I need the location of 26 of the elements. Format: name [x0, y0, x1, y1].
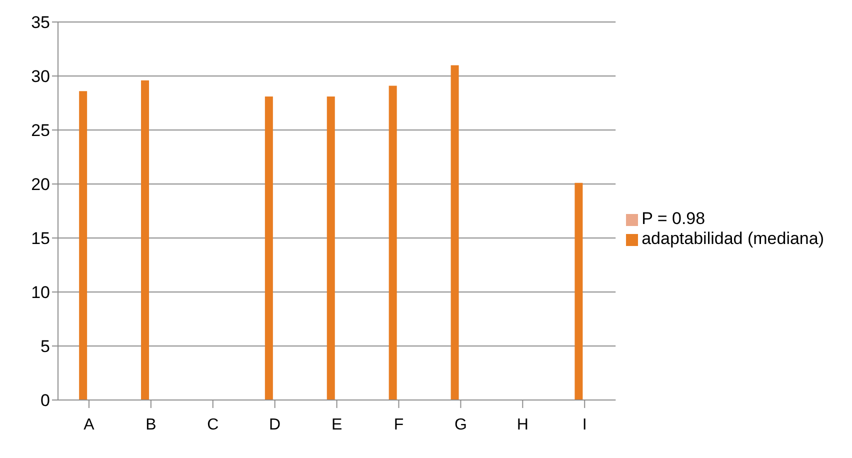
y-tick-label: 35	[31, 13, 50, 32]
y-tick-label: 5	[40, 337, 50, 356]
bar	[574, 182, 583, 400]
bar	[79, 91, 88, 400]
legend-label: adaptabilidad (mediana)	[642, 229, 824, 248]
y-tick-label: 0	[40, 391, 50, 410]
bar	[450, 65, 459, 400]
x-tick-label: H	[516, 416, 528, 434]
x-tick-label: I	[582, 416, 587, 434]
x-tick-label: D	[269, 416, 281, 434]
y-tick-label: 15	[31, 229, 50, 248]
x-tick-label: B	[146, 416, 156, 434]
y-tick-label: 10	[31, 283, 50, 302]
bar	[388, 86, 397, 400]
legend-label: P = 0.98	[642, 209, 706, 228]
x-tick-label: A	[84, 416, 95, 434]
x-tick-label: G	[454, 416, 467, 434]
y-tick-label: 30	[31, 67, 50, 86]
bar	[264, 96, 273, 400]
x-tick-label: C	[207, 416, 219, 434]
x-tick-label: F	[394, 416, 404, 434]
bar	[326, 96, 335, 400]
x-tick-label: E	[331, 416, 342, 434]
bar	[141, 80, 150, 400]
y-tick-label: 25	[31, 121, 50, 140]
y-tick-label: 20	[31, 175, 50, 194]
